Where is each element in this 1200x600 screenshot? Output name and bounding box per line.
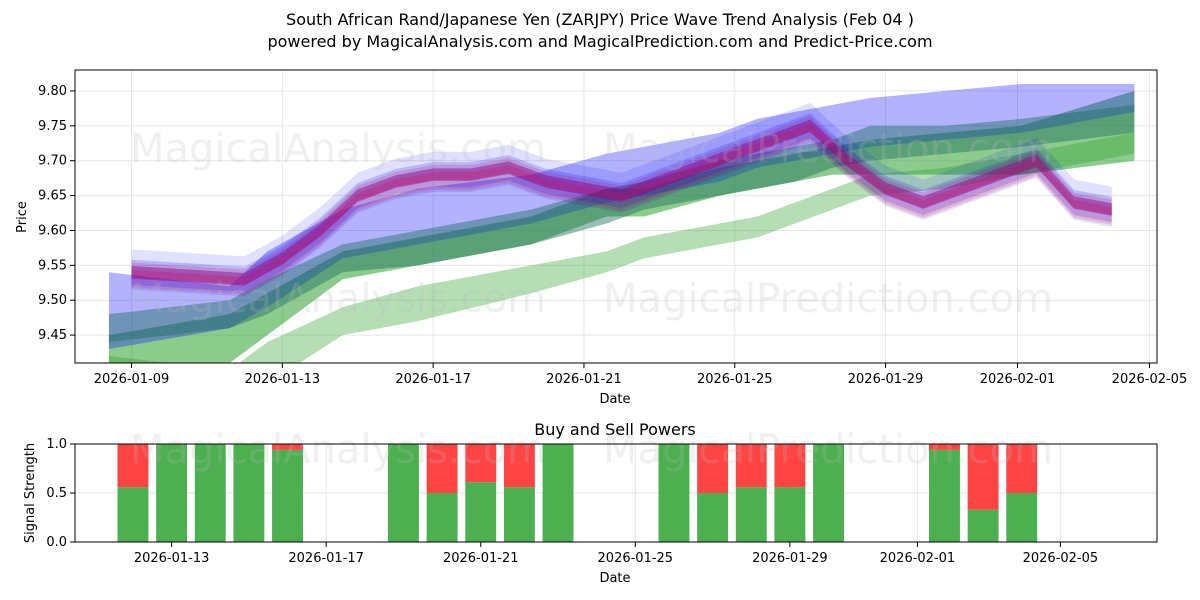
buy-power-bar: [774, 487, 806, 542]
buy-power-bar: [388, 444, 419, 542]
price-x-tick-label: 2026-01-29: [848, 372, 924, 387]
watermark-prediction-bottom: MagicalPrediction.com: [603, 427, 1053, 473]
signal-y-tick-label: 0.0: [46, 535, 67, 550]
price-x-tick-label: 2026-01-21: [546, 372, 622, 387]
watermark-prediction-mid: MagicalPrediction.com: [603, 276, 1053, 322]
watermark-analysis-top: MagicalAnalysis.com: [130, 126, 546, 172]
price-ticks: 2026-01-09 2026-01-13 2026-01-17 2026-01-21…: [38, 84, 1187, 387]
buy-power-bar: [1006, 493, 1038, 542]
price-axes-frame: [74, 69, 1158, 364]
sell-power-bar: [774, 444, 806, 488]
signal-x-tick-label: 2026-01-17: [288, 551, 364, 566]
price-x-tick-label: 2026-01-13: [245, 372, 321, 387]
sell-power-bar: [967, 444, 999, 510]
signal-y-tick-label: 0.5: [46, 486, 67, 501]
price-y-tick-label: 9.80: [38, 84, 67, 99]
band-green-lower: [108, 132, 1135, 363]
sell-power-bar: [1006, 444, 1038, 493]
buy-power-bar: [233, 444, 265, 542]
buy-power-bar: [967, 509, 999, 542]
wave-outer-red: [131, 116, 1112, 295]
signal-x-tick-label: 2026-01-21: [443, 551, 519, 566]
sell-power-bar: [929, 444, 960, 450]
band-teal-mix: [108, 104, 1135, 343]
price-y-tick-label: 9.50: [38, 293, 67, 308]
price-x-label: Date: [599, 392, 630, 407]
signal-title: Buy and Sell Powers: [534, 420, 696, 439]
signal-x-tick-label: 2026-02-01: [880, 551, 956, 566]
buy-power-bar: [465, 482, 497, 542]
chart-title: South African Rand/Japanese Yen (ZARJPY)…: [286, 10, 914, 29]
buy-power-bar: [503, 487, 535, 542]
price-x-tick-label: 2026-01-09: [94, 372, 170, 387]
sell-power-bar: [735, 444, 767, 488]
sell-power-bar: [426, 444, 458, 493]
signal-x-label: Date: [599, 571, 630, 586]
price-wave: [131, 102, 1112, 297]
sell-power-bar: [272, 444, 303, 450]
watermark-prediction-top: MagicalPrediction.com: [603, 126, 1053, 172]
buy-power-bar: [426, 493, 458, 542]
wave-blue: [131, 113, 1112, 292]
buy-power-bar: [194, 444, 226, 542]
price-y-tick-label: 9.65: [38, 189, 67, 204]
signal-x-tick-label: 2026-01-13: [134, 551, 210, 566]
signal-x-tick-label: 2026-01-25: [598, 551, 674, 566]
buy-power-bar: [813, 444, 844, 542]
price-y-tick-label: 9.60: [38, 223, 67, 238]
price-x-tick-label: 2026-02-01: [980, 372, 1056, 387]
signal-bars: [117, 444, 1038, 542]
watermark-analysis-mid: MagicalAnalysis.com: [130, 276, 546, 322]
price-y-tick-label: 9.45: [38, 328, 67, 343]
sell-power-bar: [697, 444, 729, 493]
price-y-tick-label: 9.55: [38, 258, 67, 273]
price-y-label: Price: [15, 201, 30, 233]
price-y-tick-label: 9.75: [38, 119, 67, 134]
buy-power-bar: [658, 444, 690, 542]
buy-power-bar: [542, 444, 574, 542]
wave-outer-blue: [131, 102, 1112, 297]
signal-ticks: 2026-01-13 2026-01-17 2026-01-21 2026-01-25…: [46, 437, 1098, 566]
buy-power-bar: [697, 493, 729, 542]
band-blue-band: [108, 83, 1135, 350]
price-y-tick-label: 9.70: [38, 154, 67, 169]
wave-core: [131, 119, 1112, 286]
watermark-analysis-bottom: MagicalAnalysis.com: [130, 427, 546, 473]
price-bands: [108, 83, 1135, 363]
wave-core-pink: [131, 123, 1112, 285]
buy-power-bar: [272, 449, 303, 542]
signal-x-tick-label: 2026-02-05: [1023, 551, 1099, 566]
price-x-tick-label: 2026-01-17: [395, 372, 471, 387]
signal-x-tick-label: 2026-01-29: [752, 551, 828, 566]
buy-power-bar: [735, 487, 767, 542]
buy-power-bar: [929, 449, 960, 542]
signal-y-label: Signal Strength: [23, 443, 38, 543]
sell-power-bar: [503, 444, 535, 488]
price-x-tick-label: 2026-02-05: [1112, 372, 1188, 387]
sell-power-bar: [117, 444, 149, 488]
signal-y-tick-label: 1.0: [46, 437, 67, 452]
chart-subtitle: powered by MagicalAnalysis.com and Magic…: [267, 32, 933, 51]
price-x-tick-label: 2026-01-25: [697, 372, 773, 387]
buy-power-bar: [117, 487, 149, 542]
sell-power-bar: [465, 444, 497, 483]
buy-power-bar: [156, 444, 188, 542]
band-green-upper: [108, 90, 1135, 363]
